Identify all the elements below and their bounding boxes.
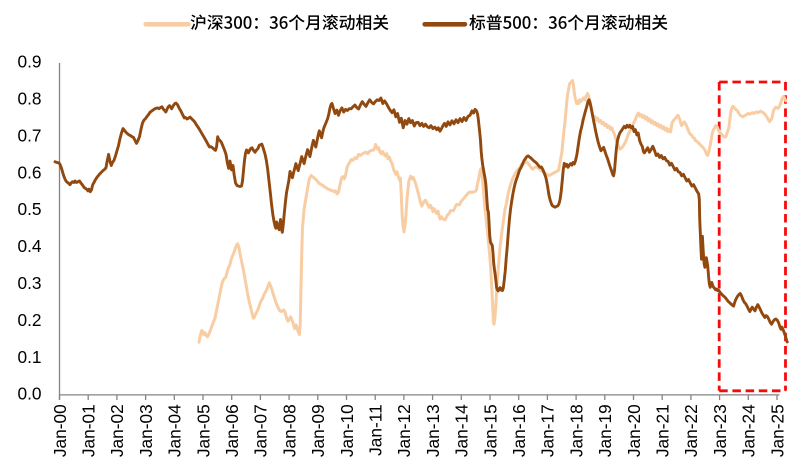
svg-text:0.4: 0.4 [17, 236, 41, 256]
svg-text:Jan-17: Jan-17 [538, 404, 558, 457]
svg-text:Jan-14: Jan-14 [452, 404, 472, 457]
svg-text:Jan-18: Jan-18 [566, 404, 586, 457]
svg-text:0.6: 0.6 [17, 162, 41, 182]
svg-text:Jan-11: Jan-11 [366, 404, 386, 456]
svg-text:Jan-06: Jan-06 [222, 404, 242, 457]
svg-text:Jan-12: Jan-12 [394, 404, 414, 457]
svg-text:Jan-24: Jan-24 [739, 404, 759, 457]
svg-text:Jan-09: Jan-09 [308, 404, 328, 457]
svg-text:Jan-03: Jan-03 [136, 404, 156, 457]
svg-text:Jan-07: Jan-07 [251, 404, 271, 457]
svg-text:Jan-04: Jan-04 [165, 404, 185, 457]
svg-text:Jan-16: Jan-16 [509, 404, 529, 457]
svg-text:Jan-13: Jan-13 [423, 404, 443, 457]
svg-text:Jan-02: Jan-02 [107, 404, 127, 457]
svg-text:Jan-25: Jan-25 [767, 404, 787, 457]
svg-text:Jan-19: Jan-19 [595, 404, 615, 457]
svg-text:Jan-01: Jan-01 [79, 404, 99, 457]
svg-text:Jan-10: Jan-10 [337, 404, 357, 457]
svg-text:Jan-15: Jan-15 [480, 404, 500, 457]
svg-text:Jan-23: Jan-23 [710, 404, 730, 457]
svg-text:0.8: 0.8 [17, 89, 41, 109]
svg-text:0.3: 0.3 [17, 273, 41, 293]
svg-text:Jan-05: Jan-05 [193, 404, 213, 457]
svg-text:0.5: 0.5 [17, 199, 41, 219]
svg-text:Jan-20: Jan-20 [624, 404, 644, 457]
svg-text:Jan-00: Jan-00 [50, 404, 70, 457]
svg-text:0.0: 0.0 [17, 384, 41, 404]
svg-text:0.2: 0.2 [17, 310, 41, 330]
svg-text:0.9: 0.9 [17, 52, 41, 72]
svg-text:Jan-08: Jan-08 [279, 404, 299, 457]
svg-text:Jan-22: Jan-22 [681, 404, 701, 457]
svg-text:Jan-21: Jan-21 [653, 404, 673, 457]
svg-text:0.1: 0.1 [17, 347, 41, 367]
svg-text:0.7: 0.7 [17, 125, 41, 145]
